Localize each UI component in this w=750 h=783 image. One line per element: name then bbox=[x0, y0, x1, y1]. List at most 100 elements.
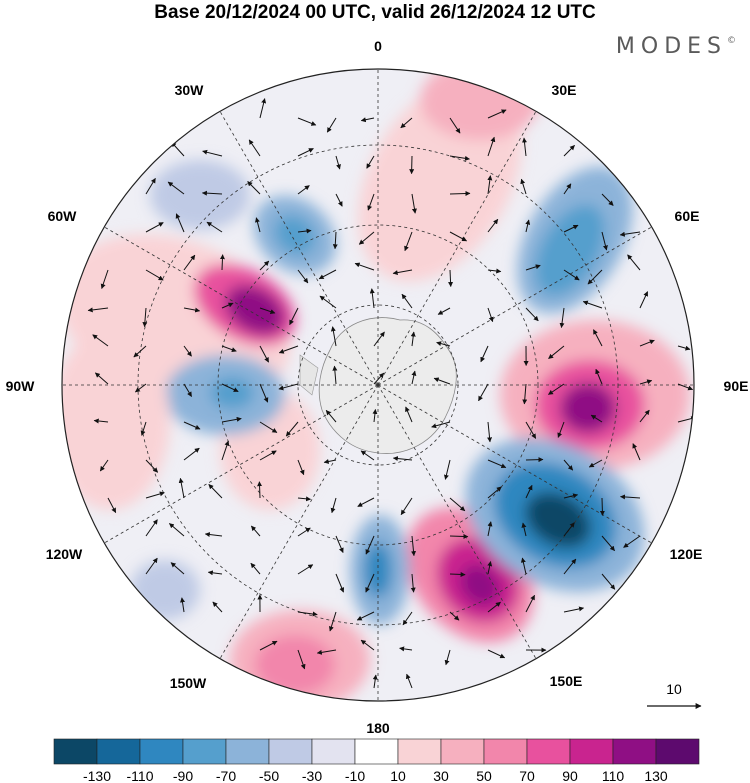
wind-arrow bbox=[410, 573, 416, 593]
meridian-line bbox=[377, 384, 664, 551]
wind-arrow bbox=[411, 193, 417, 214]
colorbar-label: -50 bbox=[259, 768, 279, 783]
colorbar-swatch bbox=[268, 738, 313, 765]
meridian-line bbox=[377, 219, 664, 386]
wind-arrow bbox=[563, 522, 575, 537]
lon-label-120e: 120E bbox=[670, 546, 703, 562]
wind-arrow bbox=[487, 601, 501, 613]
wind-arrow bbox=[145, 269, 164, 281]
colorbar-label: 110 bbox=[602, 768, 625, 783]
wind-arrow bbox=[405, 673, 413, 689]
map-border bbox=[61, 68, 695, 702]
wind-arrow bbox=[221, 345, 237, 352]
wind-arrow bbox=[401, 293, 413, 309]
colorbar-label: 10 bbox=[390, 768, 406, 783]
lon-label-30w: 30W bbox=[175, 82, 205, 98]
anomaly-region bbox=[150, 160, 250, 230]
wind-arrow bbox=[372, 408, 378, 423]
wind-arrow bbox=[601, 535, 615, 552]
map-disk bbox=[62, 69, 694, 701]
copyright-mark: © bbox=[727, 36, 736, 46]
wind-arrow bbox=[167, 181, 185, 195]
wind-arrow bbox=[201, 190, 223, 196]
wind-arrow bbox=[212, 601, 223, 613]
reference-vector-label: 10 bbox=[666, 681, 682, 697]
wind-arrow bbox=[360, 117, 375, 123]
wind-arrow bbox=[297, 148, 314, 157]
wind-arrow bbox=[221, 416, 242, 423]
wind-arrow bbox=[623, 535, 641, 548]
wind-arrow bbox=[335, 573, 345, 593]
wind-arrow bbox=[444, 649, 451, 666]
wind-arrow bbox=[443, 459, 451, 480]
wind-arrow bbox=[639, 291, 649, 309]
wind-arrow bbox=[183, 345, 192, 357]
wind-arrow bbox=[632, 443, 641, 461]
wind-arrow bbox=[325, 409, 337, 423]
wind-arrow bbox=[202, 149, 223, 157]
wind-arrow bbox=[145, 557, 158, 575]
colorbar-label: 30 bbox=[433, 768, 449, 783]
wind-arrow bbox=[449, 190, 471, 196]
lon-label-30e: 30E bbox=[552, 82, 577, 98]
lon-label-180: 180 bbox=[366, 720, 390, 736]
wind-arrow bbox=[357, 497, 375, 507]
wind-arrow bbox=[449, 571, 466, 577]
wind-arrow bbox=[601, 573, 616, 590]
anomaly-region bbox=[535, 204, 605, 296]
wind-arrow bbox=[208, 484, 223, 499]
colorbar-swatch bbox=[311, 738, 356, 765]
wind-arrow bbox=[431, 421, 451, 429]
wind-arrow bbox=[259, 98, 267, 119]
colorbar-swatch bbox=[526, 738, 571, 765]
anomaly-region bbox=[525, 492, 591, 548]
wind-arrow bbox=[639, 379, 653, 385]
colorbar-swatch bbox=[655, 738, 700, 765]
wind-arrow bbox=[250, 562, 261, 575]
wind-arrow bbox=[437, 307, 451, 315]
lon-label-90e: 90E bbox=[724, 378, 749, 394]
wind-arrow bbox=[145, 177, 156, 195]
wind-arrow bbox=[360, 450, 375, 461]
wind-arrow bbox=[405, 406, 413, 423]
wind-arrow bbox=[601, 193, 614, 206]
wind-arrow bbox=[436, 341, 451, 347]
wind-arrow bbox=[87, 307, 109, 313]
wind-arrow bbox=[330, 497, 337, 514]
wind-arrow bbox=[175, 213, 185, 233]
wind-arrow bbox=[639, 409, 650, 423]
wind-arrow bbox=[487, 307, 494, 323]
wind-arrow bbox=[297, 269, 309, 284]
wind-arrow bbox=[487, 268, 502, 274]
wind-arrow bbox=[563, 145, 575, 157]
wind-arrow bbox=[487, 486, 502, 499]
wind-arrow bbox=[373, 372, 385, 385]
wind-arrow bbox=[448, 269, 454, 288]
wind-arrow bbox=[487, 561, 493, 575]
wind-arrow bbox=[599, 497, 605, 516]
meridian-line bbox=[212, 384, 379, 671]
wind-arrow bbox=[259, 450, 277, 461]
colorbar-label: 70 bbox=[519, 768, 535, 783]
wind-arrow bbox=[145, 222, 164, 233]
wind-arrow bbox=[259, 640, 278, 651]
wind-arrow bbox=[563, 459, 574, 471]
wind-arrow bbox=[411, 370, 417, 385]
wind-arrow bbox=[487, 521, 493, 537]
wind-arrow bbox=[563, 183, 572, 195]
wind-arrow bbox=[140, 421, 147, 436]
wind-arrow bbox=[449, 155, 470, 161]
wind-arrow bbox=[259, 345, 269, 363]
wind-arrow bbox=[92, 334, 109, 347]
wind-arrow bbox=[94, 372, 109, 385]
wind-arrow bbox=[487, 421, 493, 443]
wind-vectors bbox=[87, 98, 694, 689]
wind-arrow bbox=[360, 639, 375, 651]
meridian-line bbox=[92, 219, 379, 386]
wind-arrow bbox=[145, 459, 159, 473]
wind-arrow bbox=[525, 219, 531, 233]
wind-arrow bbox=[221, 383, 239, 393]
wind-arrow bbox=[522, 137, 527, 157]
wind-arrow bbox=[402, 611, 413, 626]
